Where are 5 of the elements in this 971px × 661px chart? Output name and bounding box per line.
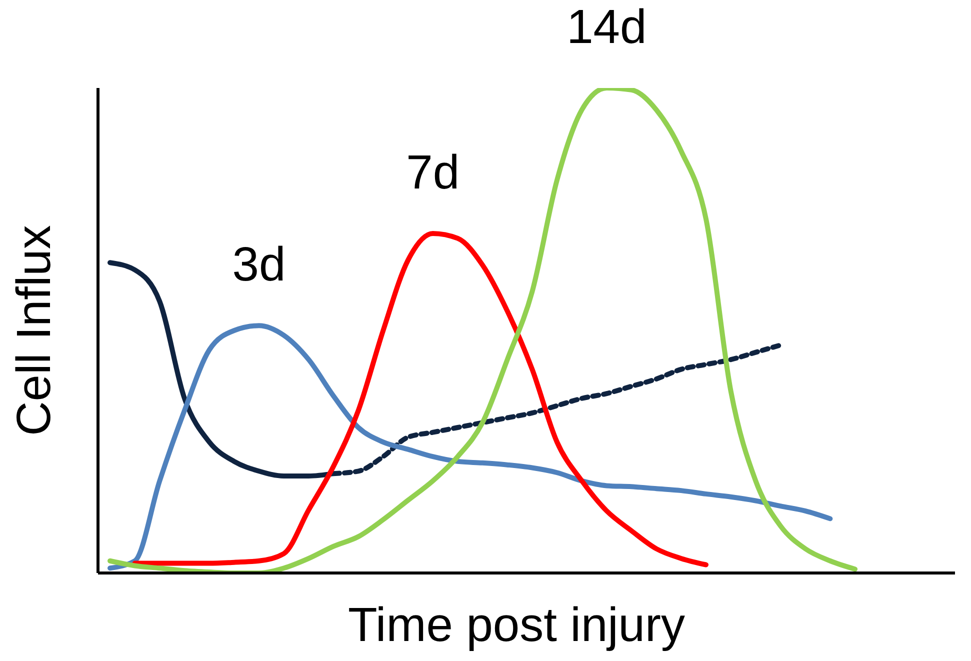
text: 14d: [566, 1, 647, 54]
annotation: 7d: [406, 146, 460, 200]
y-axis-title: Cell Influx: [8, 225, 62, 436]
x-axis-title: Time post injury: [348, 599, 685, 652]
annotation: 3d: [232, 238, 286, 292]
